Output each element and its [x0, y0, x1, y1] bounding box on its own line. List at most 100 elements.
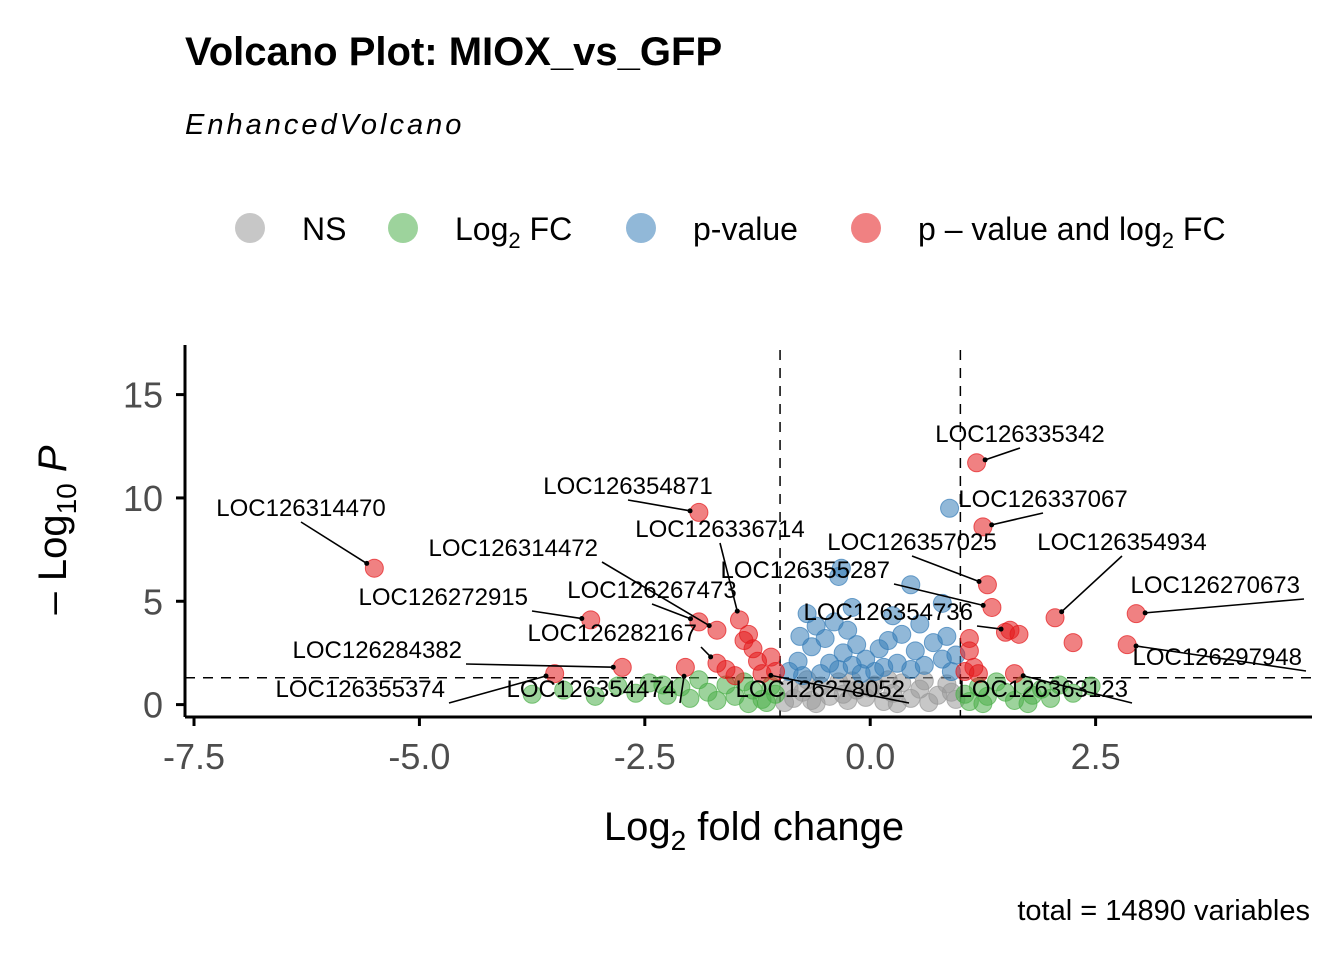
point-log2fc-2 [585, 686, 605, 706]
x-tick-label: -7.5 [163, 736, 225, 777]
connector-tip-loc126357025 [976, 579, 982, 585]
point-p-value-and-log2fc-24 [977, 575, 997, 595]
connector-tip-loc126354871 [687, 508, 693, 514]
point-p-value-and-log2fc-7 [707, 620, 727, 640]
connector-tip-loc126270673 [1142, 610, 1148, 616]
connector-tip-loc126282167 [708, 654, 714, 660]
point-p-value-27 [937, 626, 957, 646]
legend: NS Log2 FC p-value p – value and log2 FC [235, 211, 1226, 253]
point-log2fc-33 [1081, 676, 1101, 696]
connector-tip-loc126272915 [579, 616, 585, 622]
legend-label-p-value-and-log2fc: p – value and log2 FC [918, 211, 1226, 253]
x-tick-label: 0.0 [845, 736, 895, 777]
point-label-loc126267473: LOC126267473 [567, 577, 736, 604]
y-axis-label: – Log10 P [31, 445, 82, 614]
point-p-value-10 [838, 620, 858, 640]
caption: total = 14890 variables [1017, 895, 1310, 927]
point-p-value-38 [883, 606, 903, 626]
chart-title: Volcano Plot: MIOX_vs_GFP [185, 30, 722, 74]
connector-loc126278052 [770, 674, 910, 704]
connector-loc126336714 [719, 542, 739, 612]
y-tick-label: 5 [143, 581, 163, 622]
label-connectors [300, 447, 1307, 704]
connector-tip-loc126267473 [688, 616, 694, 622]
axes [183, 345, 1312, 719]
connector-loc126270673 [1145, 598, 1305, 614]
point-p-value-23 [910, 614, 930, 634]
x-tick-label: 2.5 [1071, 736, 1121, 777]
point-p-value-and-log2fc-34 [959, 641, 979, 661]
point-log2fc-37 [653, 675, 673, 695]
connector-tip-loc126335342 [982, 457, 988, 463]
connector-tip-loc126284382 [610, 664, 616, 670]
point-log2fc-3 [608, 676, 628, 696]
point-label-loc126363123: LOC126363123 [959, 676, 1128, 703]
connector-loc126284382 [465, 663, 614, 669]
connector-tip-loc126278052 [768, 672, 774, 678]
point-p-value-34 [901, 575, 921, 595]
point-p-value-and-log2fc-0 [364, 558, 384, 578]
legend-marker-p-value [626, 213, 656, 243]
point-log2fc-0 [522, 684, 542, 704]
point-p-value-and-log2fc-28 [1009, 624, 1029, 644]
legend-marker-ns [235, 213, 265, 243]
y-tick-label: 10 [123, 478, 163, 519]
connector-tip-loc126297948 [1133, 643, 1139, 649]
connector-loc126267473 [651, 603, 691, 620]
legend-label-ns: NS [302, 211, 346, 247]
point-label-loc126278052: LOC126278052 [736, 676, 905, 703]
point-label-loc126355287: LOC126355287 [721, 557, 890, 584]
connector-loc126354871 [627, 499, 691, 512]
point-label-loc126282167: LOC126282167 [528, 620, 697, 647]
point-label-loc126284382: LOC126284382 [293, 637, 462, 664]
point-ns-21 [806, 694, 826, 714]
connector-loc126355374 [448, 675, 547, 704]
legend-label-log2fc: Log2 FC [455, 211, 572, 253]
connector-loc126355287 [893, 583, 984, 607]
point-p-value-and-log2fc-31 [1063, 633, 1083, 653]
point-log2fc-11 [707, 690, 727, 710]
point-label-loc126336714: LOC126336714 [635, 516, 804, 543]
connector-loc126363123 [1023, 675, 1133, 704]
point-label-loc126297948: LOC126297948 [1133, 644, 1302, 671]
x-axis-label: Log2 fold change [604, 805, 904, 856]
connector-loc126354736 [976, 625, 1002, 630]
point-p-value-39 [842, 597, 862, 617]
connector-loc126314472 [601, 561, 710, 627]
point-p-value-20 [892, 624, 912, 644]
point-log2fc-35 [1018, 694, 1038, 714]
point-label-loc126357025: LOC126357025 [827, 529, 996, 556]
point-p-value-and-log2fc-30 [1045, 608, 1065, 628]
point-p-value-35 [940, 498, 960, 518]
connector-tip-loc126314472 [706, 623, 712, 629]
point-p-value-24 [914, 655, 934, 675]
x-tick-label: -5.0 [388, 736, 450, 777]
connector-loc126272915 [531, 610, 582, 620]
point-p-value-22 [905, 641, 925, 661]
point-p-value-and-log2fc-4 [675, 657, 695, 677]
connector-tip-loc126354474 [681, 673, 687, 679]
connector-loc126354934 [1061, 555, 1123, 613]
point-p-value-and-log2fc-3 [612, 657, 632, 677]
point-p-value-33 [831, 558, 851, 578]
point-log2fc-30 [1041, 688, 1061, 708]
point-ns-22 [833, 684, 853, 704]
connector-loc126357025 [911, 555, 980, 583]
point-p-value-and-log2fc-10 [725, 666, 745, 686]
connector-tip-loc126337067 [989, 522, 995, 528]
point-label-loc126354736: LOC126354736 [804, 599, 973, 626]
point-label-loc126335342: LOC126335342 [935, 421, 1104, 448]
point-p-value-37 [797, 604, 817, 624]
point-p-value-12 [847, 635, 867, 655]
connector-tip-loc126355374 [543, 673, 549, 679]
point-label-loc126354474: LOC126354474 [507, 676, 676, 703]
y-axis-ticks: 0 5 10 15 [123, 375, 185, 726]
point-label-loc126354934: LOC126354934 [1037, 529, 1206, 556]
y-tick-label: 15 [123, 375, 163, 416]
connector-loc126335342 [984, 447, 1021, 461]
point-p-value-and-log2fc-22 [967, 453, 987, 473]
point-label-loc126337067: LOC126337067 [958, 486, 1127, 513]
connector-tip-loc126354736 [998, 626, 1004, 632]
